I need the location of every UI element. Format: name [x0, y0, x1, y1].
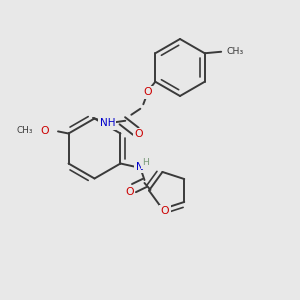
Text: H: H: [142, 158, 149, 167]
Text: O: O: [134, 129, 143, 139]
Text: O: O: [143, 87, 152, 97]
Text: N: N: [136, 161, 143, 172]
Text: CH₃: CH₃: [226, 47, 244, 56]
Text: NH: NH: [100, 118, 115, 128]
Text: O: O: [125, 187, 134, 197]
Text: CH₃: CH₃: [16, 126, 33, 135]
Text: O: O: [40, 126, 49, 136]
Text: O: O: [160, 206, 169, 216]
